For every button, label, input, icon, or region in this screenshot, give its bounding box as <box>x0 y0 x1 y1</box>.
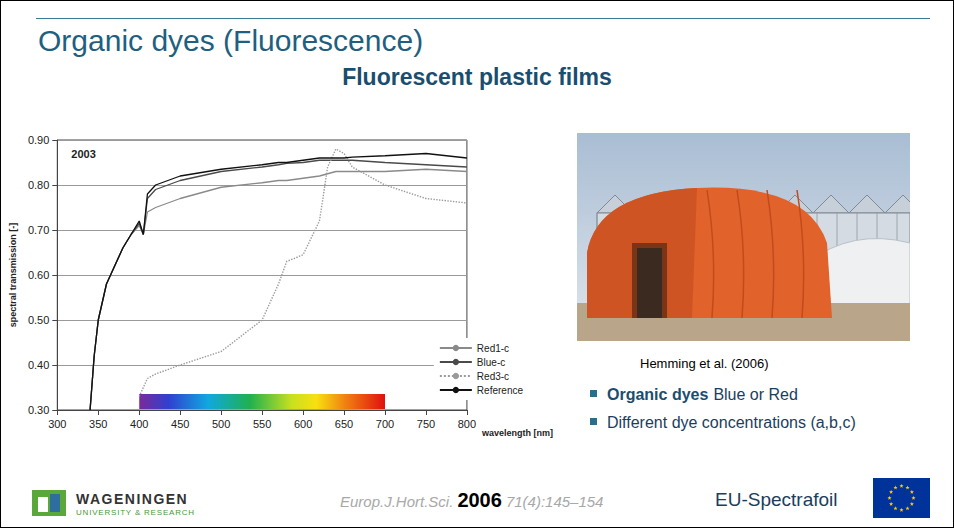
svg-text:600: 600 <box>294 418 312 430</box>
svg-text:300: 300 <box>48 418 66 430</box>
html-text:Fluorescent plastic films: Fluorescent plastic films <box>342 64 612 90</box>
svg-text:2003: 2003 <box>71 148 95 160</box>
html-text:EU-Spectrafoil: EU-Spectrafoil <box>715 489 838 510</box>
svg-text:500: 500 <box>212 418 230 430</box>
svg-text:550: 550 <box>253 418 271 430</box>
svg-text:350: 350 <box>89 418 107 430</box>
svg-text:0.70: 0.70 <box>28 224 49 236</box>
svg-text:0.40: 0.40 <box>28 359 49 371</box>
svg-text:700: 700 <box>376 418 394 430</box>
svg-text:Reference: Reference <box>477 385 524 396</box>
svg-text:650: 650 <box>335 418 353 430</box>
svg-text:wavelength [nm]: wavelength [nm] <box>481 428 553 438</box>
html-text:71(4):145–154: 71(4):145–154 <box>505 493 604 510</box>
html-text:UNIVERSITY & RESEARCH: UNIVERSITY & RESEARCH <box>76 508 195 517</box>
svg-text:400: 400 <box>130 418 148 430</box>
svg-text:450: 450 <box>171 418 189 430</box>
svg-text:0.60: 0.60 <box>28 269 49 281</box>
svg-text:750: 750 <box>417 418 435 430</box>
html-text:Organic dyes Blue or Red: Organic dyes Blue or Red <box>607 386 798 403</box>
svg-text:800: 800 <box>458 418 476 430</box>
svg-text:0.30: 0.30 <box>28 404 49 416</box>
svg-text:0.50: 0.50 <box>28 314 49 326</box>
svg-text:Red1-c: Red1-c <box>477 343 509 354</box>
svg-text:spectral transmission [-]: spectral transmission [-] <box>8 223 18 328</box>
html-text:Different dye concentrations (: Different dye concentrations (a,b,c) <box>607 414 856 431</box>
svg-text:0.90: 0.90 <box>28 134 49 146</box>
html-text:Europ.J.Hort.Sci. 2006: Europ.J.Hort.Sci. 2006 <box>340 489 502 511</box>
svg-text:Red3-c: Red3-c <box>477 371 509 382</box>
html-text:WAGENINGEN: WAGENINGEN <box>76 491 189 507</box>
html-text:Hemming et al. (2006): Hemming et al. (2006) <box>640 356 769 371</box>
html-text:Organic dyes (Fluorescence): Organic dyes (Fluorescence) <box>38 24 424 57</box>
svg-text:Blue-c: Blue-c <box>477 357 505 368</box>
svg-text:0.80: 0.80 <box>28 179 49 191</box>
